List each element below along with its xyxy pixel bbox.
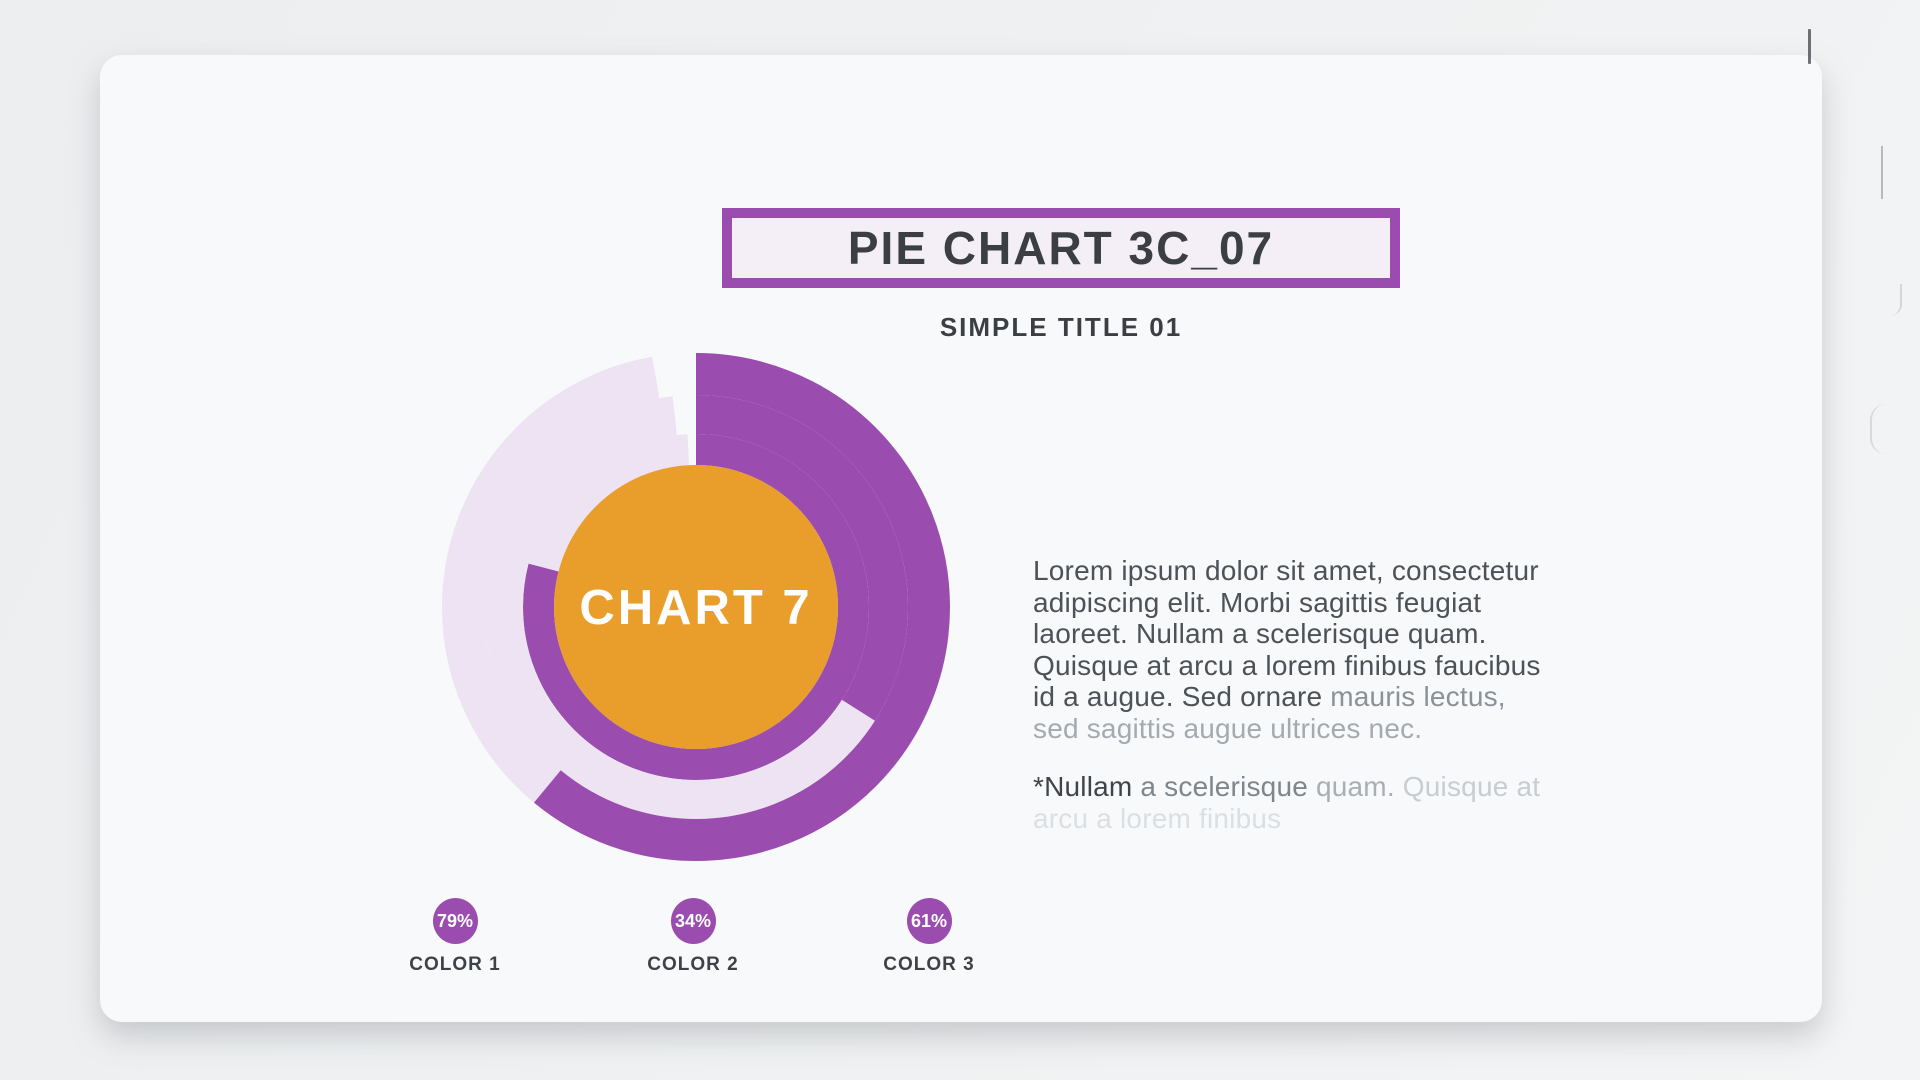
remainder-arc-outer: [442, 353, 950, 861]
legend-item-color-3: 61% COLOR 3: [829, 898, 1029, 976]
scratch-artifact: [1870, 404, 1886, 454]
value-arc-inner: [523, 434, 869, 780]
legend-label: COLOR 3: [883, 954, 975, 975]
scratch-artifact: [1881, 146, 1883, 199]
legend-percent: 79%: [436, 911, 474, 931]
footnote-segment: a scelerisque: [1140, 771, 1316, 802]
footnote-segment: Quisque at: [1402, 771, 1541, 802]
pie-chart-rings: [442, 353, 950, 861]
footnote-paragraph: *Nullam a scelerisque quam. Quisque at a…: [1033, 771, 1713, 834]
value-arc-middle: [484, 395, 908, 819]
legend-item-color-1: 79% COLOR 1: [355, 898, 555, 976]
text-cursor-artifact: [1808, 29, 1811, 64]
legend-percent-badge: 61%: [906, 898, 952, 944]
footnote-segment: arcu a lorem finibus: [1033, 802, 1282, 834]
legend-percent: 34%: [674, 911, 712, 931]
footnote-segment: *Nullam: [1033, 771, 1141, 802]
body-paragraph: Lorem ipsum dolor sit amet, consectetur …: [1033, 555, 1713, 744]
footnote-segment: quam.: [1315, 771, 1403, 802]
pie-chart: CHART 7: [426, 337, 966, 877]
legend-percent: 61%: [910, 911, 948, 931]
body-text-segment: Lorem ipsum dolor sit amet, consectetur …: [1033, 555, 1541, 712]
value-arc-outer: [442, 353, 950, 861]
slide-card: PIE CHART 3C_07 SIMPLE TITLE 01 CHART 7 …: [100, 55, 1822, 1022]
remainder-arc-middle: [484, 395, 908, 819]
body-text-segment: sed sagittis augue ultrices nec.: [1033, 712, 1423, 744]
scratch-artifact: [1890, 284, 1902, 316]
title-box: PIE CHART 3C_07: [722, 208, 1400, 288]
page-subtitle: SIMPLE TITLE 01: [939, 312, 1183, 342]
legend-label: COLOR 1: [409, 954, 501, 975]
legend-percent-badge: 79%: [432, 898, 478, 944]
page-title: PIE CHART 3C_07: [847, 222, 1275, 274]
chart-center-circle: [554, 465, 838, 749]
legend-percent-badge: 34%: [670, 898, 716, 944]
legend-label: COLOR 2: [647, 954, 739, 975]
body-text-segment: mauris lectus,: [1330, 681, 1506, 712]
chart-center-label: CHART 7: [579, 581, 813, 635]
legend-item-color-2: 34% COLOR 2: [593, 898, 793, 976]
